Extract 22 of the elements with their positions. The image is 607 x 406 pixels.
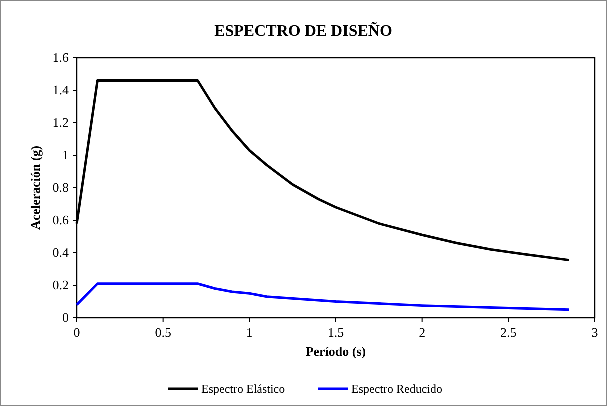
chart-title: ESPECTRO DE DISEÑO xyxy=(214,22,392,40)
y-tick-label: 0.6 xyxy=(52,212,70,228)
y-tick-label: 0 xyxy=(62,310,69,325)
x-tick-label: 0.5 xyxy=(155,325,172,340)
x-axis-title: Período (s) xyxy=(306,344,366,359)
y-axis-title: Aceleración (g) xyxy=(28,146,43,230)
x-tick-label: 1.5 xyxy=(328,325,344,340)
y-tick-label: 0.2 xyxy=(52,278,69,292)
y-tick-label: 1.4 xyxy=(52,82,70,98)
x-tick-label: 2 xyxy=(419,325,426,340)
x-tick-label: 2.5 xyxy=(500,325,517,340)
y-tick-label: 0.4 xyxy=(52,245,70,260)
y-tick-label: 1 xyxy=(62,148,69,162)
x-tick-label: 1 xyxy=(246,325,253,340)
y-tick-label: 1.6 xyxy=(52,50,70,65)
x-tick-label: 3 xyxy=(592,325,598,340)
line-series xyxy=(76,282,570,312)
x-tick-label: 0 xyxy=(74,325,80,340)
legend-label: Espectro Reducido xyxy=(352,382,442,396)
legend-label: Espectro Elástico xyxy=(202,382,286,396)
y-tick-label: 0.8 xyxy=(52,180,69,195)
y-tick-label: 1.2 xyxy=(52,115,69,130)
